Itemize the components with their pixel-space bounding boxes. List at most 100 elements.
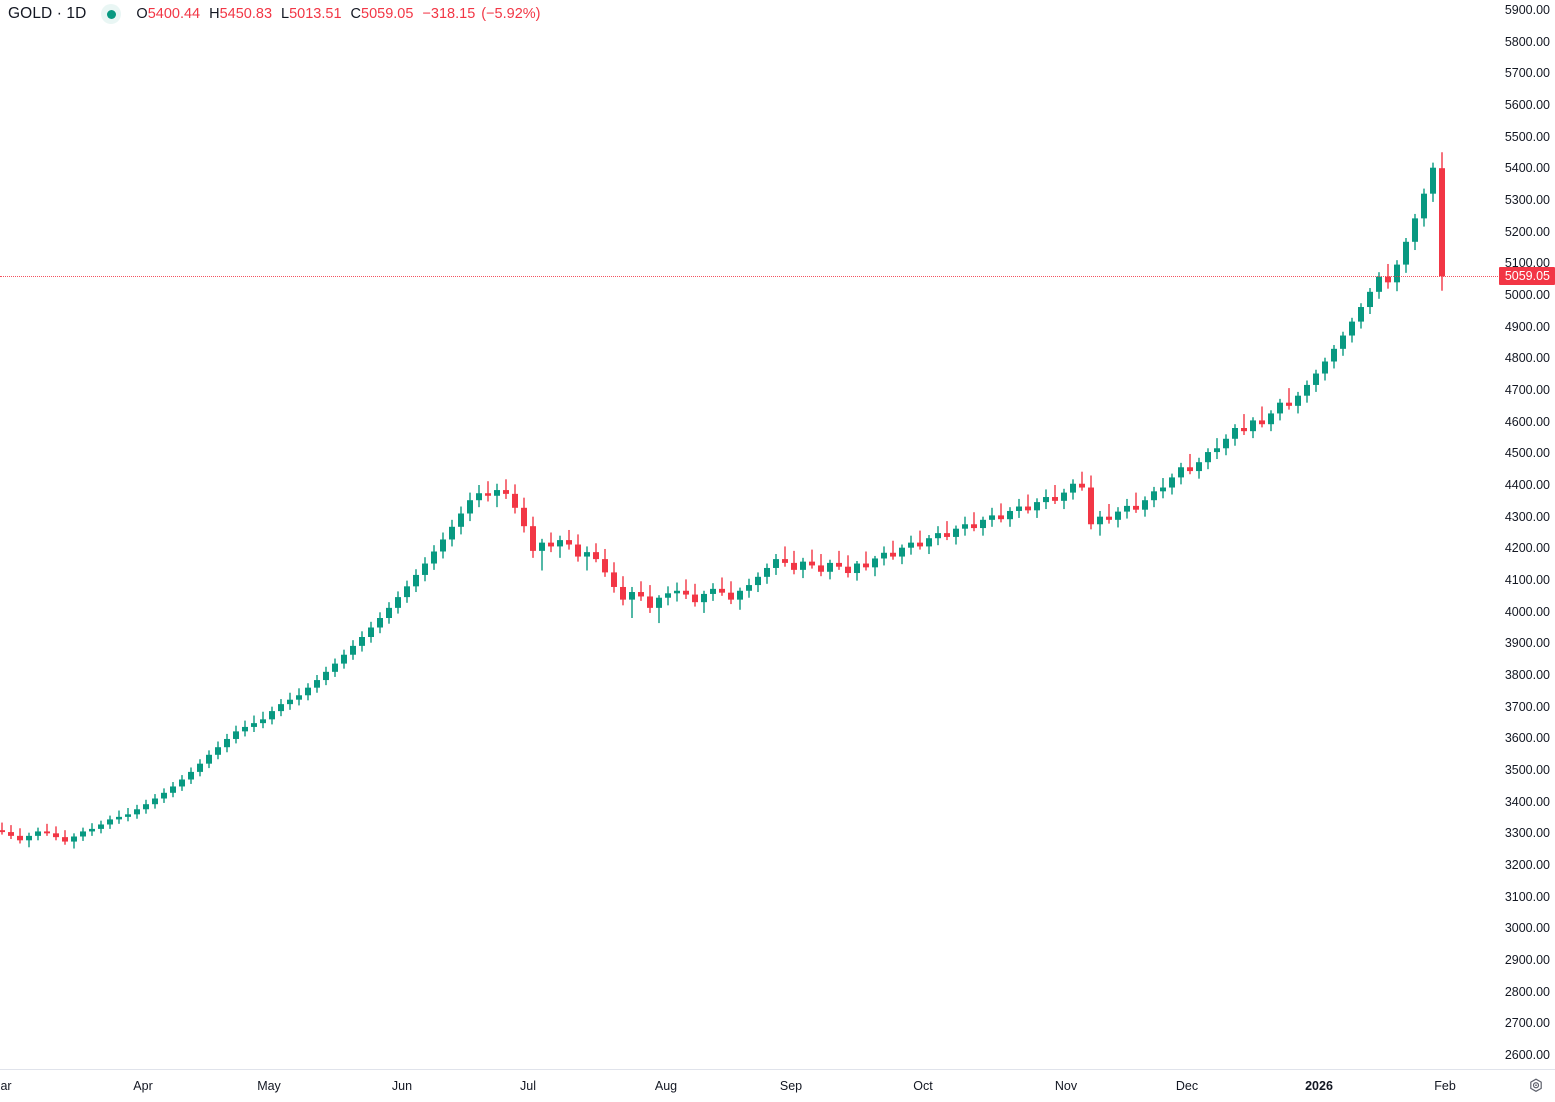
candle xyxy=(539,538,545,571)
price-tick: 3600.00 xyxy=(1504,731,1550,746)
candle xyxy=(179,775,185,791)
price-tick: 3400.00 xyxy=(1504,794,1550,809)
candle xyxy=(629,586,635,618)
candle xyxy=(1178,462,1184,485)
time-scale[interactable]: ar Apr May Jun Jul Aug Sep Oct Nov Dec 2026 Feb xyxy=(0,1069,1555,1102)
candle xyxy=(1142,496,1148,517)
candle xyxy=(1376,272,1382,299)
candle xyxy=(125,808,131,822)
candle xyxy=(809,549,815,569)
candle xyxy=(1430,162,1436,202)
candle xyxy=(449,519,455,547)
candle xyxy=(323,666,329,686)
candle xyxy=(1115,507,1121,528)
candle xyxy=(926,535,932,555)
candle xyxy=(611,562,617,593)
price-tick: 3500.00 xyxy=(1504,763,1550,777)
price-tick: 5300.00 xyxy=(1504,193,1550,207)
price-tick: 4900.00 xyxy=(1504,319,1550,334)
candle xyxy=(1331,345,1337,369)
candle xyxy=(917,530,923,550)
price-tick: 5800.00 xyxy=(1504,34,1550,49)
candle xyxy=(782,546,788,567)
candle xyxy=(683,579,689,599)
candle xyxy=(0,822,5,835)
candle xyxy=(980,516,986,536)
candle xyxy=(1079,471,1085,491)
price-tick: 5400.00 xyxy=(1504,161,1550,176)
candle xyxy=(854,561,860,581)
candle xyxy=(1016,498,1022,518)
candle xyxy=(602,548,608,577)
candle xyxy=(1160,478,1166,499)
price-tick: 4400.00 xyxy=(1504,478,1550,492)
candle xyxy=(188,767,194,784)
candle xyxy=(440,532,446,559)
candle xyxy=(755,572,761,593)
candle xyxy=(476,485,482,508)
candle xyxy=(161,788,167,803)
price-tick: 2900.00 xyxy=(1504,953,1550,967)
candle xyxy=(791,550,797,575)
time-tick: Nov xyxy=(1054,1079,1078,1093)
candle xyxy=(971,512,977,532)
candle xyxy=(1133,492,1139,513)
candle xyxy=(1232,424,1238,446)
candle xyxy=(89,823,95,836)
candle xyxy=(1358,303,1364,329)
candle xyxy=(710,583,716,601)
candle xyxy=(1349,317,1355,343)
price-tick: 2600.00 xyxy=(1504,1048,1550,1062)
price-tick: 4700.00 xyxy=(1504,383,1550,397)
candle xyxy=(944,521,950,541)
candle xyxy=(575,534,581,562)
candle xyxy=(530,516,536,558)
price-scale[interactable]: 5059.05 5900.00 5800.00 5700.00 5600.00 5500… xyxy=(1498,0,1555,1070)
candle xyxy=(998,503,1004,523)
price-tick: 4500.00 xyxy=(1504,446,1550,461)
candle xyxy=(1322,357,1328,381)
candle xyxy=(1412,213,1418,251)
candle xyxy=(728,581,734,605)
price-tick: 5000.00 xyxy=(1504,288,1550,302)
candle xyxy=(368,621,374,643)
candle xyxy=(962,516,968,536)
price-tick: 3800.00 xyxy=(1504,668,1550,682)
candle xyxy=(206,750,212,769)
candle xyxy=(80,827,86,841)
candle xyxy=(548,532,554,553)
candle xyxy=(98,820,104,834)
candle xyxy=(350,640,356,660)
candle xyxy=(431,545,437,570)
candle xyxy=(845,555,851,578)
last-price-line xyxy=(0,276,1498,278)
candle xyxy=(62,830,68,845)
candle xyxy=(1025,494,1031,514)
candle xyxy=(1277,398,1283,421)
chart-plot-area[interactable] xyxy=(0,0,1498,1070)
candle xyxy=(287,692,293,710)
candle xyxy=(593,543,599,563)
price-tick: 2700.00 xyxy=(1504,1016,1550,1031)
candle xyxy=(692,583,698,607)
candle xyxy=(1304,380,1310,403)
candle xyxy=(1088,475,1094,530)
time-tick: Jun xyxy=(391,1079,413,1093)
candle xyxy=(233,725,239,744)
candle xyxy=(1268,410,1274,432)
candle xyxy=(296,688,302,706)
candle xyxy=(800,557,806,579)
candle xyxy=(1295,391,1301,414)
time-tick: Aug xyxy=(654,1079,678,1093)
candle xyxy=(305,683,311,701)
price-tick: 2800.00 xyxy=(1504,984,1550,999)
price-tick: 4200.00 xyxy=(1504,541,1550,556)
candle xyxy=(251,715,257,732)
candle xyxy=(26,832,32,848)
candle xyxy=(1403,238,1409,273)
candle xyxy=(494,483,500,508)
time-tick: Apr xyxy=(133,1079,153,1093)
candle xyxy=(638,581,644,601)
candle xyxy=(503,479,509,499)
target-icon[interactable] xyxy=(1527,1077,1545,1095)
